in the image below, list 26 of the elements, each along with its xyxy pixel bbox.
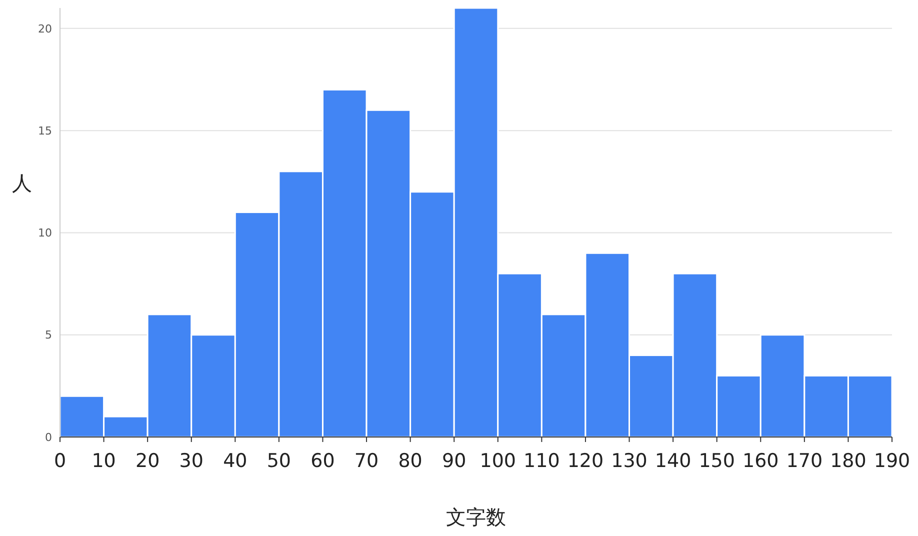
x-tick-label: 60 [310,450,335,472]
x-tick-label: 160 [742,450,779,472]
x-tick-label: 10 [92,450,116,472]
x-tick-label: 30 [179,450,204,472]
x-tick-label: 40 [223,450,248,472]
y-tick-label: 5 [45,328,52,342]
x-tick-label: 130 [611,450,648,472]
y-axis-title: 人 [12,171,32,195]
x-tick-label: 90 [442,450,466,472]
x-tick-label: 180 [830,450,866,472]
y-tick-label: 20 [38,22,52,36]
x-tick-label: 70 [354,450,379,472]
x-axis-title: 文字数 [446,505,506,529]
x-tick-label: 170 [786,450,823,472]
x-tick-label: 190 [874,450,910,472]
x-tick-label: 110 [524,450,560,472]
x-tick-label: 50 [266,450,292,472]
x-tick-label: 20 [135,450,160,472]
x-tick-label: 120 [567,450,604,472]
y-tick-label: 0 [45,430,52,444]
x-tick-label: 100 [480,450,516,472]
y-tick-label: 15 [38,124,52,138]
x-tick-label: 80 [398,450,422,472]
x-tick-label: 150 [698,450,735,472]
x-tick-label: 140 [654,450,692,472]
y-tick-label: 10 [38,226,52,240]
